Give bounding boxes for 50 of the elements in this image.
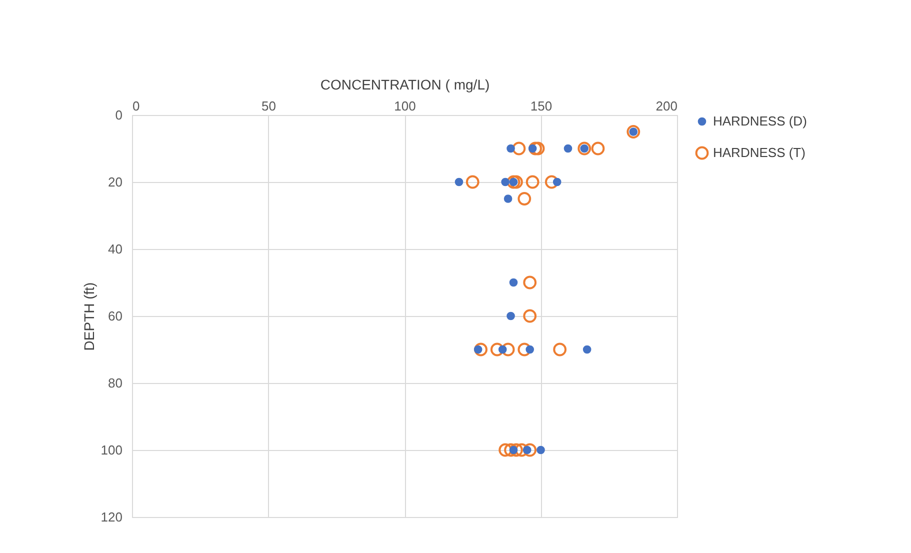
point xyxy=(504,443,518,457)
point xyxy=(498,345,507,354)
point xyxy=(490,342,504,356)
point xyxy=(474,342,488,356)
point xyxy=(626,125,640,138)
x-tick-label: 50 xyxy=(262,98,276,114)
point xyxy=(528,142,542,156)
point xyxy=(523,276,537,290)
y-tick-label: 20 xyxy=(108,174,122,190)
x-tick-label: 0 xyxy=(132,98,140,114)
point xyxy=(506,144,515,153)
point xyxy=(552,178,562,186)
legend-label: HARDNESS (D) xyxy=(713,114,807,128)
point xyxy=(591,142,605,156)
y-axis-title: DEPTH (ft) xyxy=(80,282,97,351)
point xyxy=(582,345,592,354)
point xyxy=(526,345,534,354)
point xyxy=(509,278,518,287)
point xyxy=(498,443,512,457)
x-axis-title: CONCENTRATION ( mg/L) xyxy=(320,76,490,92)
point xyxy=(506,312,515,320)
y-tick-label: 60 xyxy=(108,308,122,324)
point xyxy=(553,342,567,356)
point xyxy=(506,175,520,189)
point xyxy=(510,443,523,457)
point xyxy=(536,446,545,454)
y-tick-label: 120 xyxy=(100,510,122,524)
point xyxy=(512,142,526,156)
point xyxy=(526,175,540,189)
point xyxy=(501,342,515,356)
point xyxy=(523,443,537,457)
x-tick-label: 200 xyxy=(656,98,678,114)
point xyxy=(518,192,532,206)
point xyxy=(454,178,464,186)
point xyxy=(518,342,532,356)
point xyxy=(578,142,592,156)
point xyxy=(501,178,510,186)
point xyxy=(544,175,558,189)
point xyxy=(510,175,523,189)
legend-label: HARDNESS (T) xyxy=(713,145,806,160)
point xyxy=(531,142,545,156)
point xyxy=(504,194,512,203)
y-tick-label: 80 xyxy=(108,376,122,390)
y-tick-label: 40 xyxy=(108,242,122,256)
point xyxy=(564,144,572,153)
x-tick-label: 100 xyxy=(394,98,416,114)
x-tick-label: 150 xyxy=(530,98,552,114)
point xyxy=(466,175,480,189)
point xyxy=(523,309,537,323)
y-tick-label: 100 xyxy=(100,442,122,458)
